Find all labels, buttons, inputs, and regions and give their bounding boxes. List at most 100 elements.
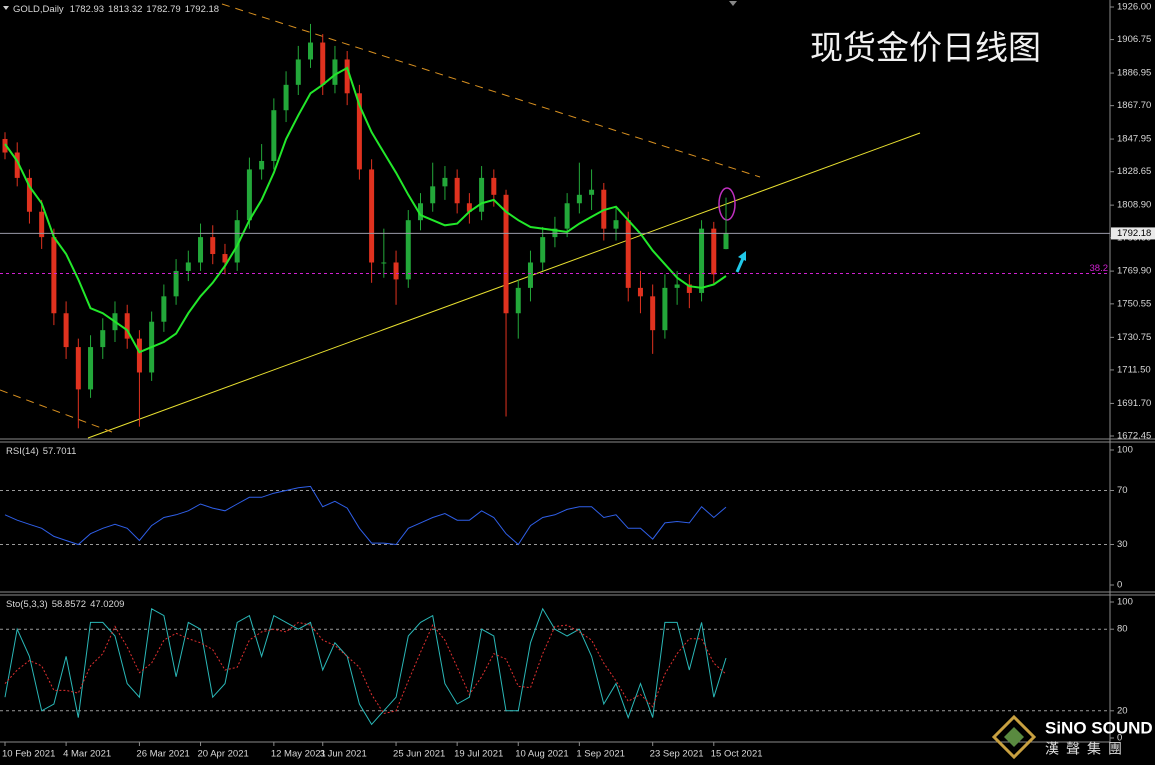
symbol-label: GOLD,Daily (13, 4, 64, 15)
menu-triangle (3, 6, 9, 10)
y-tick-label: 30 (1117, 539, 1128, 550)
moving-average (4, 66, 727, 354)
y-tick-label: 1711.50 (1117, 364, 1151, 375)
candle-body (210, 237, 216, 255)
candle-body (662, 287, 668, 331)
logo-name: SiNO SOUND (1045, 718, 1153, 737)
candle-body (2, 138, 8, 153)
shift-marker (729, 1, 737, 6)
x-tick-label: 26 Mar 2021 (136, 749, 189, 760)
candle-body (51, 237, 57, 314)
y-tick-label: 1828.65 (1117, 166, 1151, 177)
candle-body (454, 177, 460, 204)
candle-body (527, 262, 533, 288)
candle-body (222, 254, 228, 263)
candle-body (185, 262, 191, 271)
y-tick-label: 1926.00 (1117, 2, 1151, 13)
candle-body (173, 270, 179, 297)
candle-body (381, 262, 387, 264)
candle-body (246, 169, 252, 221)
candle-body (332, 59, 338, 85)
x-tick-label: 20 Apr 2021 (198, 749, 249, 760)
candle-body (308, 42, 314, 60)
y-tick-label: 1867.70 (1117, 100, 1151, 111)
y-tick-label: 0 (1117, 733, 1122, 744)
x-tick-label: 1 Sep 2021 (576, 749, 625, 760)
up-arrow-head (738, 251, 746, 261)
candle-body (589, 189, 595, 195)
x-tick-label: 10 Aug 2021 (515, 749, 568, 760)
candle-body (479, 177, 485, 212)
candle-body (283, 84, 289, 111)
low-value: 1782.79 (146, 4, 180, 15)
logo-sub: 漢聲集團 (1045, 741, 1129, 757)
highlight-circle (718, 187, 736, 221)
y-tick-label: 1769.90 (1117, 266, 1151, 277)
x-tick-label: 10 Feb 2021 (2, 749, 55, 760)
fib-level-label: 38.2 (1090, 263, 1109, 274)
candle-body (320, 42, 326, 85)
candle-body (503, 194, 509, 314)
candle-body (466, 203, 472, 212)
candle-body (26, 177, 32, 212)
indicator-line (4, 621, 727, 715)
candle-body (344, 59, 350, 94)
rsi-value: 57.7011 (43, 446, 77, 457)
candle-body (576, 194, 582, 204)
candle-body (356, 93, 362, 170)
y-tick-label: 1730.75 (1117, 332, 1151, 343)
candle-body (674, 284, 680, 288)
candle-body (100, 330, 106, 348)
x-tick-label: 12 May 2021 (271, 749, 326, 760)
candle-body (515, 287, 521, 314)
y-tick-label: 1750.55 (1117, 298, 1151, 309)
candle-body (161, 296, 167, 322)
open-value: 1782.93 (70, 4, 104, 15)
x-tick-label: 3 Jun 2021 (320, 749, 367, 760)
candle-body (271, 110, 277, 161)
candle-body (442, 177, 448, 187)
frames (0, 0, 1155, 743)
high-value: 1813.32 (108, 4, 142, 15)
y-tick-label: 1906.75 (1117, 34, 1151, 45)
y-tick-label: 1886.95 (1117, 68, 1151, 79)
chart-title: 现货金价日线图 (810, 28, 1041, 67)
logo: SiNO SOUND 漢聲集團 (991, 714, 1153, 760)
indicator-line (4, 485, 727, 546)
sto-k-value: 58.8572 (52, 599, 86, 610)
y-tick-label: 20 (1117, 705, 1128, 716)
candle-body (552, 228, 558, 238)
candle-body (88, 347, 94, 390)
y-tick-label: 70 (1117, 485, 1128, 496)
y-tick-label: 80 (1117, 624, 1128, 635)
rsi-title: RSI(14) (6, 446, 39, 457)
candle-body (393, 262, 399, 280)
x-tick-label: 15 Oct 2021 (711, 749, 763, 760)
y-tick-label: 1672.45 (1117, 431, 1151, 442)
lower-channel-line (0, 389, 113, 433)
candle-body (686, 284, 692, 293)
current-price-label: 1792.18 (1117, 228, 1151, 239)
candle-body (39, 211, 45, 238)
candle-body (723, 233, 729, 250)
close-value: 1792.18 (185, 4, 219, 15)
candle-body (540, 237, 546, 263)
candle-body (650, 296, 656, 331)
x-tick-label: 19 Jul 2021 (454, 749, 503, 760)
candle-body (417, 203, 423, 221)
candle-body (295, 59, 301, 85)
candle-body (124, 313, 130, 339)
y-tick-label: 100 (1117, 445, 1133, 456)
candle-body (711, 228, 717, 275)
candle-body (625, 220, 631, 288)
candle-body (564, 203, 570, 229)
candle-body (637, 287, 643, 297)
candle-body (369, 169, 375, 263)
candle-body (405, 220, 411, 280)
candle-body (491, 177, 497, 195)
candle-body (234, 220, 240, 263)
logo-diamond-inner (1004, 727, 1024, 747)
x-tick-label: 25 Jun 2021 (393, 749, 445, 760)
